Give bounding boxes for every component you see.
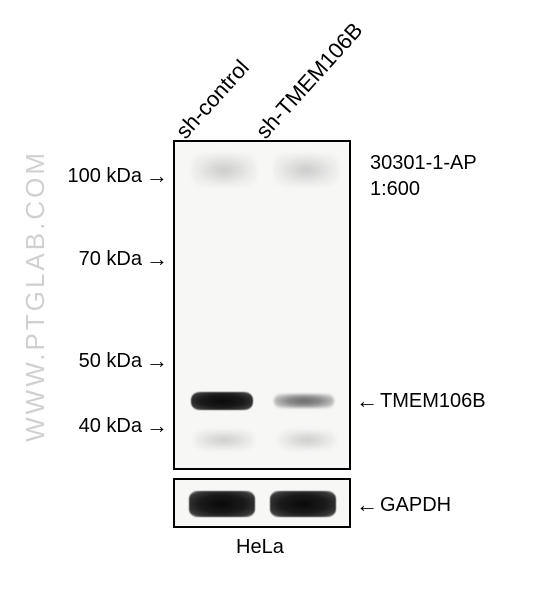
mw-arrow-icon: →	[146, 348, 168, 374]
mw-arrow-icon: →	[146, 246, 168, 272]
lane-label-1: sh-control	[171, 55, 255, 144]
target-arrow-icon: ←	[356, 388, 378, 414]
mw-100: 100 kDa	[62, 165, 142, 188]
watermark-text: WWW.PTGLAB.COM	[20, 150, 51, 442]
mw-arrow-icon: →	[146, 163, 168, 189]
main-blot-membrane	[173, 140, 351, 470]
blot-background-smudge	[274, 154, 338, 186]
mw-40: 40 kDa	[62, 415, 142, 438]
target-protein-label: TMEM106B	[380, 390, 486, 413]
band-tmem106b-lane1	[191, 392, 253, 410]
blot-figure: WWW.PTGLAB.COM sh-control sh-TMEM106B 30…	[0, 0, 540, 600]
antibody-catalog: 30301-1-AP	[370, 152, 477, 175]
antibody-dilution: 1:600	[370, 178, 420, 201]
cell-line-label: HeLa	[236, 536, 284, 559]
mw-70: 70 kDa	[62, 248, 142, 271]
blot-background-smudge	[278, 430, 336, 450]
loading-arrow-icon: ←	[356, 492, 378, 518]
lane-label-2: sh-TMEM106B	[251, 18, 368, 144]
band-gapdh-lane1	[189, 491, 255, 517]
band-tmem106b-lane2	[274, 394, 334, 408]
mw-arrow-icon: →	[146, 413, 168, 439]
mw-50: 50 kDa	[62, 350, 142, 373]
blot-background-smudge	[192, 154, 256, 186]
loading-blot-membrane	[173, 478, 351, 528]
blot-background-smudge	[194, 430, 254, 450]
band-gapdh-lane2	[270, 491, 336, 517]
loading-protein-label: GAPDH	[380, 494, 451, 517]
